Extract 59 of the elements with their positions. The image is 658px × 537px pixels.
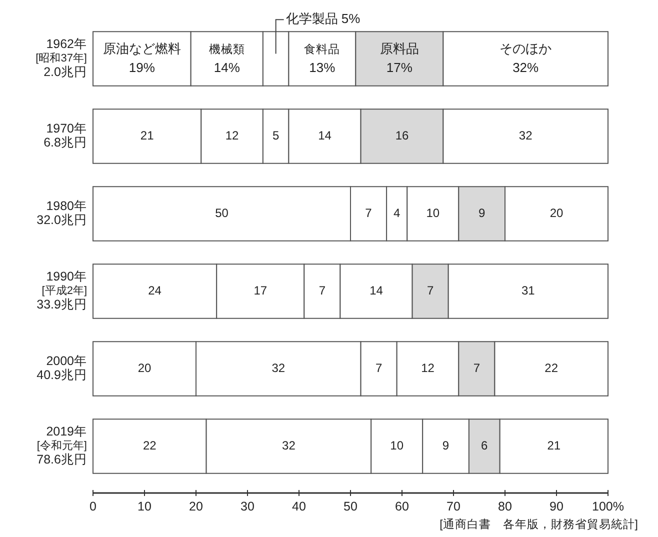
x-tick-label: 40 — [292, 499, 306, 514]
text: [通商白書 各年版，財務省貿易統計] — [440, 517, 638, 532]
series-label: 食料品 — [304, 42, 340, 56]
data-label: 7 — [426, 283, 434, 298]
data-label: 13% — [309, 60, 336, 76]
data-label: 32 — [282, 438, 296, 452]
data-label: 16 — [395, 128, 409, 142]
data-label: 21 — [140, 128, 154, 142]
x-tick-label: 70 — [446, 499, 460, 514]
y-tick-label: 1970年 6.8兆円 — [44, 122, 87, 150]
data-label: 32% — [512, 60, 540, 76]
series-label: 原油など燃料 — [102, 41, 181, 56]
data-label: 22 — [142, 438, 157, 452]
data-label: 10 — [390, 438, 404, 452]
x-tick-label: 60 — [395, 499, 409, 514]
data-label: 21 — [547, 438, 561, 452]
x-tick-label: 90 — [550, 499, 564, 514]
series-label: そのほか — [500, 41, 552, 56]
data-label: 17 — [254, 283, 268, 298]
y-tick-label: 2019年 [令和元年] 78.6兆円 — [36, 424, 87, 467]
data-label: 12 — [421, 360, 435, 375]
data-label: 14 — [318, 128, 332, 142]
data-label: 7 — [318, 283, 326, 298]
data-label: 17% — [386, 60, 413, 76]
x-tick-label: 80 — [498, 499, 512, 514]
data-label: 14% — [214, 60, 240, 76]
data-label: 4 — [394, 206, 401, 220]
x-tick-label: 100% — [592, 499, 624, 514]
y-tick-label: 1990年 [平成2年] 33.9兆円 — [36, 270, 87, 312]
data-label: 32 — [518, 128, 533, 142]
series-label: 機械類 — [208, 42, 245, 56]
data-label: 20 — [138, 360, 152, 375]
x-tick-label: 20 — [189, 499, 203, 514]
data-label: 5 — [272, 128, 280, 142]
data-label: 32 — [272, 360, 286, 375]
data-label: 9 — [478, 206, 486, 220]
data-label: 7 — [375, 360, 382, 375]
data-label: 24 — [148, 283, 162, 298]
x-tick-label: 30 — [240, 499, 254, 514]
x-tick-label: 10 — [138, 499, 152, 514]
data-label: 14 — [370, 283, 384, 298]
x-tick-label: 50 — [344, 499, 358, 514]
data-label: 20 — [550, 206, 564, 220]
data-label: 9 — [442, 438, 450, 452]
data-label: 12 — [225, 128, 240, 142]
series-label: 原料品 — [380, 41, 419, 56]
y-tick-label: 2000年 40.9兆円 — [36, 354, 87, 382]
data-label: 50 — [215, 206, 229, 220]
data-label: 22 — [544, 360, 558, 375]
text: 化学製品 5% — [286, 11, 360, 26]
data-label: 7 — [473, 360, 480, 375]
data-label: 19% — [128, 60, 156, 76]
data-label: 6 — [481, 438, 488, 452]
y-tick-label: 1962年 [昭和37年] 2.0兆円 — [36, 37, 87, 80]
y-tick-label: 1980年 32.0兆円 — [36, 199, 87, 228]
data-label: 10 — [426, 206, 440, 220]
x-tick-label: 0 — [90, 499, 97, 514]
data-label: 31 — [521, 283, 536, 298]
data-label: 7 — [365, 206, 372, 220]
